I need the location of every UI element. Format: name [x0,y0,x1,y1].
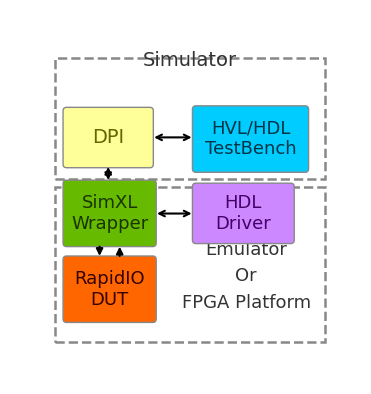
Bar [55,187,325,342]
Text: DPI: DPI [92,128,124,147]
FancyBboxPatch shape [63,107,153,168]
FancyBboxPatch shape [63,256,156,322]
FancyBboxPatch shape [193,183,294,243]
Bar [55,58,325,179]
Text: HDL
Driver: HDL Driver [216,194,271,233]
Text: Simulator: Simulator [143,52,237,71]
Text: Emulator
Or
FPGA Platform: Emulator Or FPGA Platform [182,241,311,312]
Text: SimXL
Wrapper: SimXL Wrapper [71,194,148,233]
FancyBboxPatch shape [193,106,309,172]
FancyBboxPatch shape [63,180,156,247]
Text: RapidIO
DUT: RapidIO DUT [74,270,145,309]
Text: HVL/HDL
TestBench: HVL/HDL TestBench [205,120,296,158]
